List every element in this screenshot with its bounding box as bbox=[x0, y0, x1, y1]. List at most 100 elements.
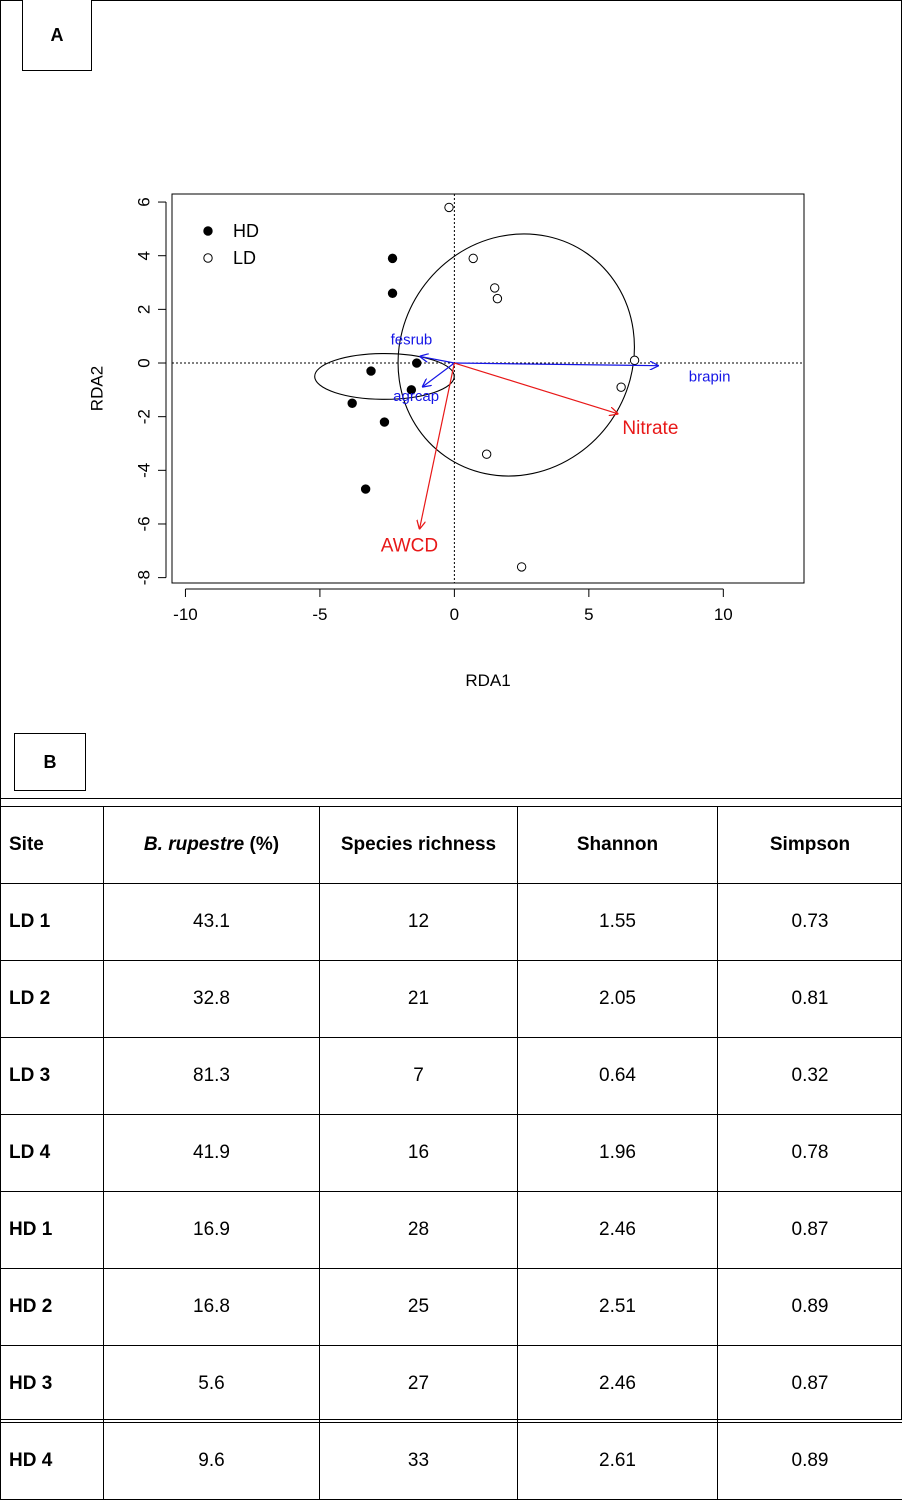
cell-shannon: 2.46 bbox=[518, 1192, 718, 1269]
cell-site: HD 4 bbox=[1, 1423, 104, 1500]
table-row: LD 3 81.3 7 0.64 0.32 bbox=[1, 1038, 902, 1115]
panel-label-a: A bbox=[22, 0, 92, 71]
cell-simpson: 0.89 bbox=[718, 1269, 902, 1346]
y-tick-label: -2 bbox=[135, 409, 154, 424]
table-row: HD 4 9.6 33 2.61 0.89 bbox=[1, 1423, 902, 1500]
y-tick-label: -4 bbox=[135, 463, 154, 478]
cell-shannon: 1.96 bbox=[518, 1115, 718, 1192]
point-hd bbox=[361, 485, 369, 493]
legend-marker-ld bbox=[204, 254, 212, 262]
x-tick-label: 10 bbox=[714, 605, 733, 624]
point-ld bbox=[517, 563, 525, 571]
cell-richness: 7 bbox=[320, 1038, 518, 1115]
cell-richness: 12 bbox=[320, 884, 518, 961]
cell-site: HD 3 bbox=[1, 1346, 104, 1423]
cell-simpson: 0.87 bbox=[718, 1346, 902, 1423]
cell-simpson: 0.89 bbox=[718, 1423, 902, 1500]
cell-richness: 25 bbox=[320, 1269, 518, 1346]
x-tick-label: -5 bbox=[312, 605, 327, 624]
cell-rupestre: 9.6 bbox=[104, 1423, 320, 1500]
header-rupestre-name: B. rupestre bbox=[144, 834, 244, 855]
y-tick-label: -6 bbox=[135, 516, 154, 531]
y-tick-label: 2 bbox=[135, 305, 154, 314]
cell-simpson: 0.32 bbox=[718, 1038, 902, 1115]
y-tick-label: 4 bbox=[135, 251, 154, 260]
cell-rupestre: 32.8 bbox=[104, 961, 320, 1038]
cell-site: HD 2 bbox=[1, 1269, 104, 1346]
y-tick-label: 0 bbox=[135, 358, 154, 367]
header-site: Site bbox=[1, 807, 104, 884]
point-hd bbox=[388, 289, 396, 297]
header-rupestre: B. rupestre (%) bbox=[104, 807, 320, 884]
point-ld bbox=[469, 254, 477, 262]
cell-simpson: 0.81 bbox=[718, 961, 902, 1038]
cell-shannon: 2.46 bbox=[518, 1346, 718, 1423]
cell-rupestre: 16.9 bbox=[104, 1192, 320, 1269]
cell-rupestre: 41.9 bbox=[104, 1115, 320, 1192]
x-axis-label: RDA1 bbox=[465, 671, 510, 690]
table-header-row: Site B. rupestre (%) Species richness Sh… bbox=[1, 807, 902, 884]
point-hd bbox=[380, 418, 388, 426]
cell-shannon: 2.51 bbox=[518, 1269, 718, 1346]
cell-richness: 27 bbox=[320, 1346, 518, 1423]
cell-simpson: 0.78 bbox=[718, 1115, 902, 1192]
cell-rupestre: 5.6 bbox=[104, 1346, 320, 1423]
table-row: LD 1 43.1 12 1.55 0.73 bbox=[1, 884, 902, 961]
env-vector-nitrate bbox=[454, 363, 618, 414]
cell-richness: 28 bbox=[320, 1192, 518, 1269]
x-tick-label: 5 bbox=[584, 605, 593, 624]
table-row: HD 1 16.9 28 2.46 0.87 bbox=[1, 1192, 902, 1269]
table-row: LD 4 41.9 16 1.96 0.78 bbox=[1, 1115, 902, 1192]
cell-site: LD 4 bbox=[1, 1115, 104, 1192]
table-row: LD 2 32.8 21 2.05 0.81 bbox=[1, 961, 902, 1038]
cell-shannon: 0.64 bbox=[518, 1038, 718, 1115]
point-ld bbox=[493, 294, 501, 302]
table-row: HD 3 5.6 27 2.46 0.87 bbox=[1, 1346, 902, 1423]
cell-site: HD 1 bbox=[1, 1192, 104, 1269]
header-richness: Species richness bbox=[320, 807, 518, 884]
plot-frame bbox=[172, 194, 804, 583]
cell-simpson: 0.73 bbox=[718, 884, 902, 961]
point-hd bbox=[413, 359, 421, 367]
cell-richness: 16 bbox=[320, 1115, 518, 1192]
point-hd bbox=[348, 399, 356, 407]
y-axis-label: RDA2 bbox=[88, 366, 107, 411]
y-tick-label: 6 bbox=[135, 197, 154, 206]
header-simpson: Simpson bbox=[718, 807, 902, 884]
point-hd bbox=[367, 367, 375, 375]
env-vector-label: Nitrate bbox=[622, 418, 678, 439]
species-vector-label: brapin bbox=[689, 369, 731, 386]
header-shannon: Shannon bbox=[518, 807, 718, 884]
point-ld bbox=[630, 356, 638, 364]
legend-marker-hd bbox=[204, 227, 212, 235]
y-tick-label: -8 bbox=[135, 570, 154, 585]
x-tick-label: -10 bbox=[173, 605, 198, 624]
cell-rupestre: 81.3 bbox=[104, 1038, 320, 1115]
cell-site: LD 1 bbox=[1, 884, 104, 961]
env-vector-label: AWCD bbox=[381, 535, 438, 556]
cell-rupestre: 16.8 bbox=[104, 1269, 320, 1346]
table-row: HD 2 16.8 25 2.51 0.89 bbox=[1, 1269, 902, 1346]
panel-label-b: B bbox=[14, 733, 86, 791]
species-vector-label: fesrub bbox=[391, 331, 433, 348]
point-ld bbox=[617, 383, 625, 391]
cell-simpson: 0.87 bbox=[718, 1192, 902, 1269]
cell-richness: 33 bbox=[320, 1423, 518, 1500]
cell-richness: 21 bbox=[320, 961, 518, 1038]
species-vector-label: agrcap bbox=[393, 388, 439, 405]
cell-shannon: 2.61 bbox=[518, 1423, 718, 1500]
panel-divider bbox=[0, 798, 902, 799]
ellipse-ld bbox=[351, 187, 682, 522]
legend-label-hd: HD bbox=[233, 221, 259, 241]
cell-shannon: 2.05 bbox=[518, 961, 718, 1038]
cell-site: LD 2 bbox=[1, 961, 104, 1038]
species-vector-fesrub bbox=[419, 356, 454, 363]
point-ld bbox=[491, 284, 499, 292]
header-rupestre-unit: (%) bbox=[244, 834, 279, 855]
cell-site: LD 3 bbox=[1, 1038, 104, 1115]
point-ld bbox=[482, 450, 490, 458]
cell-shannon: 1.55 bbox=[518, 884, 718, 961]
point-hd bbox=[388, 254, 396, 262]
legend-label-ld: LD bbox=[233, 248, 256, 268]
